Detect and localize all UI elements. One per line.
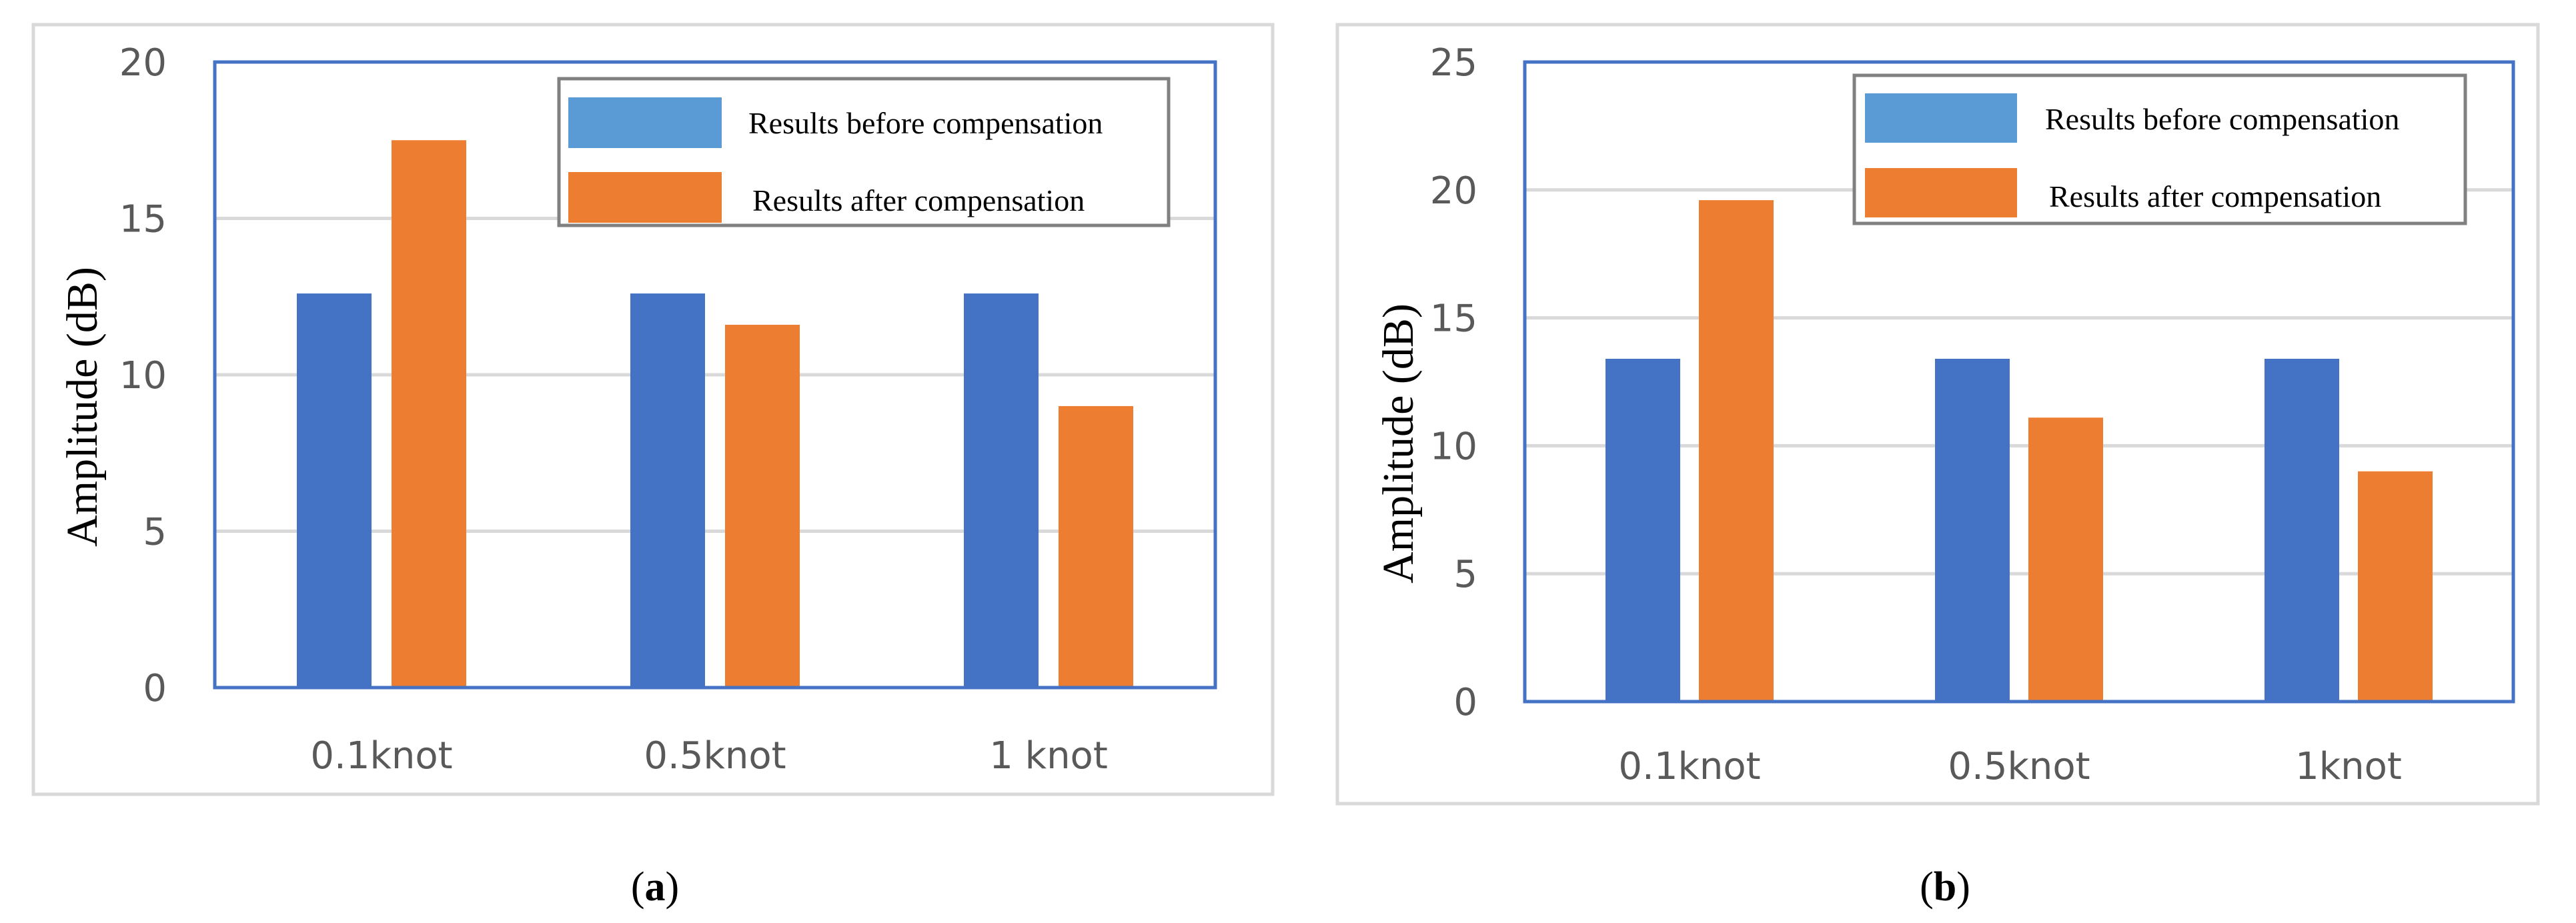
chart-panel-b: 0 5 10 15 20 25 0.1knot 0.5knot 1knot Amplitude… xyxy=(1335,23,2540,806)
legend-swatch-before xyxy=(568,97,722,148)
x-tick-label: 1 knot xyxy=(989,734,1108,778)
x-tick-label: 0.1knot xyxy=(1618,745,1760,788)
y-tick-labels: 0 5 10 15 20 25 xyxy=(1430,41,1477,724)
y-tick-label: 20 xyxy=(119,41,167,85)
bar-after-1knot xyxy=(1059,405,1133,688)
y-tick-label: 5 xyxy=(143,511,167,554)
caption-b: (b) xyxy=(1920,864,1970,910)
caption-letter: a xyxy=(645,864,666,910)
y-tick-label: 20 xyxy=(1430,169,1477,213)
bar-after-0_5knot xyxy=(2028,417,2103,702)
y-axis-label: Amplitude (dB) xyxy=(58,267,107,547)
caption-a: (a) xyxy=(631,864,679,910)
x-tick-label: 0.5knot xyxy=(644,734,786,778)
x-tick-label: 0.5knot xyxy=(1948,745,2090,788)
y-tick-label: 10 xyxy=(119,354,167,397)
x-tick-label: 0.1knot xyxy=(310,734,452,778)
chart-panel-a: 0 5 10 15 20 0.1knot 0.5knot 1 knot Amplitude … xyxy=(31,23,1275,796)
bar-before-0_1knot xyxy=(297,293,372,688)
caption-letter: b xyxy=(1934,864,1956,910)
bar-after-0_5knot xyxy=(725,324,800,688)
legend: Results before compensation Results afte… xyxy=(557,77,1171,227)
bars xyxy=(1605,200,2433,702)
bar-after-0_1knot xyxy=(1699,200,1774,702)
y-axis-label: Amplitude (dB) xyxy=(1374,303,1423,584)
legend: Results before compensation Results afte… xyxy=(1852,73,2467,225)
caption-open-paren: ( xyxy=(631,864,645,910)
bar-before-1knot xyxy=(2265,358,2339,702)
y-tick-label: 0 xyxy=(143,667,167,710)
legend-label-before: Results before compensation xyxy=(2045,102,2399,136)
legend-label-after: Results after compensation xyxy=(2049,179,2381,213)
bar-before-0_5knot xyxy=(630,293,705,688)
bar-after-1knot xyxy=(2358,471,2433,702)
legend-label-before: Results before compensation xyxy=(748,106,1103,140)
y-tick-label: 0 xyxy=(1453,681,1477,724)
y-tick-label: 15 xyxy=(119,198,167,241)
caption-open-paren: ( xyxy=(1920,864,1934,910)
caption-close-paren: ) xyxy=(666,864,680,910)
bar-after-0_1knot xyxy=(392,140,466,688)
plot-area-border xyxy=(1523,60,2515,704)
y-tick-labels: 0 5 10 15 20 xyxy=(119,41,167,710)
x-tick-labels: 0.1knot 0.5knot 1 knot xyxy=(310,734,1107,778)
bar-before-0_5knot xyxy=(1935,358,2010,702)
caption-close-paren: ) xyxy=(1956,864,1970,910)
y-tick-label: 25 xyxy=(1430,41,1477,85)
y-tick-label: 5 xyxy=(1453,553,1477,596)
x-tick-labels: 0.1knot 0.5knot 1knot xyxy=(1618,745,2401,788)
bar-before-1knot xyxy=(964,293,1039,688)
x-tick-label: 1knot xyxy=(2295,745,2402,788)
bar-before-0_1knot xyxy=(1605,358,1680,702)
legend-swatch-before xyxy=(1865,93,2017,143)
legend-label-after: Results after compensation xyxy=(752,183,1085,217)
legend-swatch-after xyxy=(568,172,722,223)
y-tick-label: 15 xyxy=(1430,297,1477,341)
bars xyxy=(297,140,1133,688)
plot-area-border xyxy=(213,60,1217,690)
y-tick-label: 10 xyxy=(1430,425,1477,468)
legend-swatch-after xyxy=(1865,168,2017,217)
